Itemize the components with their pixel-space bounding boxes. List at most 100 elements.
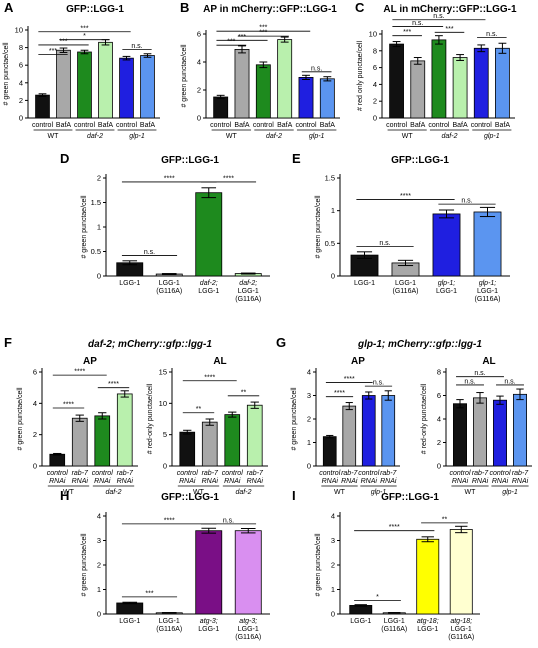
y-tick-label: 4 [373,80,377,89]
panel-letter: C [355,0,365,15]
y-tick-label: 6 [33,368,37,377]
bar [319,78,335,119]
y-tick-label: 0 [331,272,335,281]
x-tick-label: atg-18; [450,618,472,625]
x-tick-label: RNAi [94,478,111,485]
bar [431,39,447,119]
bar [140,55,155,119]
significance-label: n.s. [144,249,155,256]
bar [234,49,250,119]
y-tick-label: 4 [97,512,101,521]
y-tick-label: 10 [159,399,167,408]
x-tick-label: atg-18; [417,618,439,625]
y-tick-label: 1.5 [91,198,101,207]
significance-label: n.s. [461,198,472,205]
y-tick-label: 3 [307,391,311,400]
significance-label: n.s. [379,240,390,247]
x-tick-label: LGG-1 [451,626,472,633]
panel-letter: F [4,335,12,350]
x-tick-label: rab-7 [380,470,397,477]
panel-title: glp-1; mCherry::gfp::lgg-1 [357,339,482,350]
y-tick-label: 8 [437,368,441,377]
y-axis-label: # green punctae/cell [81,533,88,596]
bar [452,403,467,467]
y-tick-label: 1 [331,585,335,594]
significance-label: n.s. [223,517,234,524]
y-axis-label: # red only punctae/cell [357,41,364,111]
y-tick-label: 10 [369,30,377,39]
y-axis-label: # green punctae/cell [315,533,322,596]
panel-i: I GFP::LGG-10 1 2 3 4# green punctae/cellLGG-… [292,488,480,641]
y-tick-label: 0 [97,272,101,281]
x-tick-label: BafA [56,122,72,129]
y-tick-label: 0 [331,610,335,619]
significance-label: **** [223,175,234,182]
bar [473,211,502,277]
bar [255,64,271,119]
bar [213,96,229,119]
group-label: glp-1 [502,489,518,496]
significance-label: ** [442,516,448,523]
x-tick-label: RNAi [492,478,509,485]
group-label: WT [48,133,60,140]
y-tick-label: 1 [97,223,101,232]
x-tick-label: BafA [452,122,468,129]
y-tick-label: 1 [331,206,335,215]
y-tick-label: 0 [97,610,101,619]
bar [452,57,468,119]
chart-title: GFP::LGG-1 [161,155,219,166]
significance-label: *** [403,29,411,36]
bar [234,530,262,615]
significance-label: **** [108,381,119,388]
x-tick-label: rab-7 [247,470,264,477]
chart-title: GFP::LGG-1 [391,155,449,166]
y-tick-label: 0 [373,114,377,123]
bar [361,395,376,467]
x-tick-label: RNAi [472,478,489,485]
y-axis-label: # red-only punctae/cell [421,383,428,454]
y-tick-label: 2 [97,561,101,570]
bar [49,453,66,467]
significance-label: n.s. [131,43,142,50]
significance-label: n.s. [373,380,384,387]
bar [381,395,396,467]
significance-label: *** [445,26,453,33]
group-label: WT [193,489,205,496]
y-axis-label: # green punctae/cell [181,44,188,107]
x-tick-label: atg-3; [239,618,257,625]
significance-label: *** [259,30,267,37]
x-tick-label: control [428,122,449,129]
x-tick-label: rab-7 [117,470,134,477]
x-tick-label: (G116A) [393,288,419,295]
y-tick-label: 8 [373,46,377,55]
y-tick-label: 6 [19,61,23,70]
bar [473,47,489,119]
y-axis-label: # green punctae/cell [291,387,298,450]
y-tick-label: 4 [307,368,311,377]
y-tick-label: 15 [159,368,167,377]
significance-label: **** [389,524,400,531]
bar [195,192,223,277]
x-tick-label: LGG-1 [119,280,140,287]
x-tick-label: LGG-1 [436,288,457,295]
significance-label: *** [59,38,67,45]
y-tick-label: 6 [373,63,377,72]
bar [35,94,50,119]
bar [492,399,507,467]
x-tick-label: (G116A) [235,296,261,303]
bar [94,415,111,467]
x-tick-label: control [358,470,379,477]
y-tick-label: 2 [19,96,23,105]
group-label: daf-2 [236,489,252,496]
x-tick-label: LGG-1 [238,626,259,633]
x-tick-label: BafA [234,122,250,129]
significance-label: **** [164,517,175,524]
y-tick-label: 1.5 [325,174,335,183]
chart-title: GFP::LGG-1 [66,4,124,15]
x-tick-label: BafA [410,122,426,129]
y-tick-label: 2 [373,97,377,106]
significance-label: n.s. [486,31,497,38]
bar [77,51,92,119]
